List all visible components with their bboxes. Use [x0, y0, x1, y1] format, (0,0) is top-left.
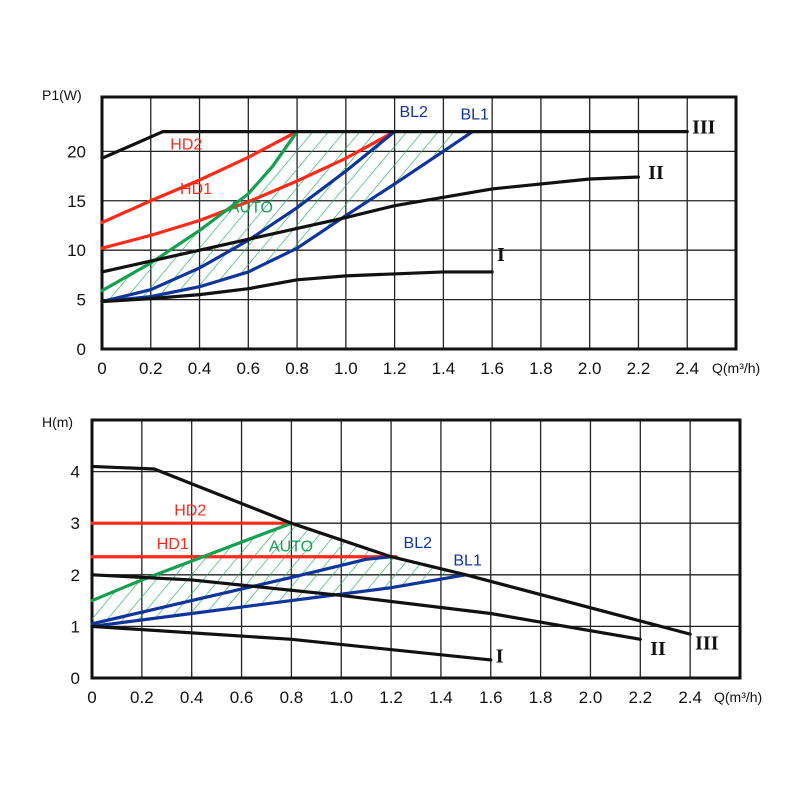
power-chart: 0 0.2 0.4 0.6 0.8 1.0 1.2 1.4 1.6 1.8 2.0 2.2 2.4 0 5 1… — [42, 87, 760, 378]
series-label-bl2: BL2 — [399, 104, 428, 121]
x-tick-label: 1.0 — [334, 359, 358, 378]
x-tick-label: 0.6 — [230, 688, 254, 707]
series-line-hd1 — [100, 129, 397, 250]
y-tick-label: 2 — [71, 566, 80, 585]
series-line-i — [90, 624, 493, 662]
x-tick-label: 0.2 — [130, 688, 154, 707]
x-tick-label: 1.8 — [529, 359, 553, 378]
x-tick-label: 0.4 — [188, 359, 212, 378]
y-axis-label: H(m) — [42, 414, 73, 430]
x-tick-label: 0.6 — [236, 359, 260, 378]
series-label-ii: II — [648, 162, 664, 184]
series-line-i — [100, 270, 494, 304]
x-tick-label: 2.0 — [579, 688, 603, 707]
x-tick-label: 1.6 — [480, 359, 504, 378]
x-tick-label: 0.4 — [180, 688, 204, 707]
series-label-hd2: HD2 — [170, 136, 202, 153]
series-line-auto — [90, 521, 293, 603]
x-tick-label: 1.6 — [479, 688, 503, 707]
x-axis-label: Q(m³/h) — [714, 689, 762, 705]
series-label-iii: III — [695, 633, 719, 655]
series-line-iii — [90, 464, 692, 636]
series-label-hd1: HD1 — [157, 536, 189, 553]
series-line-ii — [90, 573, 642, 641]
hatched-operating-area — [102, 131, 473, 302]
series-line-bl1 — [100, 129, 475, 304]
x-tick-label: 1.8 — [529, 688, 553, 707]
series-label-hd2: HD2 — [174, 502, 206, 519]
series-label-bl2: BL2 — [404, 535, 433, 552]
series-label-bl1: BL1 — [453, 553, 482, 570]
y-axis-label: P1(W) — [42, 87, 82, 103]
y-tick-label: 4 — [71, 463, 80, 482]
y-tick-label: 5 — [77, 291, 86, 310]
series-line-hd2 — [100, 129, 299, 225]
series-label-ii: II — [650, 638, 666, 660]
series-line-bl1 — [90, 573, 468, 629]
x-tick-label: 0.2 — [139, 359, 163, 378]
series-label-i: I — [497, 244, 505, 266]
series-label-bl1: BL1 — [460, 107, 489, 124]
x-tick-label: 0 — [97, 359, 106, 378]
plot-frame — [90, 418, 742, 680]
y-tick-label: 15 — [67, 192, 86, 211]
series-label-iii: III — [692, 117, 716, 139]
x-axis-label: Q(m³/h) — [712, 360, 760, 376]
series-line-bl2 — [90, 555, 393, 626]
y-tick-label: 0 — [71, 669, 80, 688]
series-label-auto: AUTO — [269, 539, 313, 556]
y-tick-label: 1 — [71, 617, 80, 636]
x-tick-label: 1.2 — [379, 688, 403, 707]
series-label-i: I — [496, 646, 504, 668]
x-tick-label: 0.8 — [285, 359, 309, 378]
x-tick-label: 2.0 — [578, 359, 602, 378]
x-tick-label: 2.4 — [675, 359, 699, 378]
series-line-iii — [100, 129, 689, 160]
x-tick-label: 1.0 — [329, 688, 353, 707]
x-tick-label: 2.2 — [627, 359, 651, 378]
head-chart: 0 0.2 0.4 0.6 0.8 1.0 1.2 1.4 1.6 1.8 2.0 2.2 2.4 0 1 2… — [42, 414, 762, 707]
y-tick-label: 20 — [67, 142, 86, 161]
x-tick-label: 1.2 — [383, 359, 407, 378]
x-tick-label: 2.2 — [628, 688, 652, 707]
x-tick-label: 1.4 — [432, 359, 456, 378]
x-tick-label: 2.4 — [678, 688, 702, 707]
y-tick-label: 3 — [71, 514, 80, 533]
x-tick-label: 0.8 — [280, 688, 304, 707]
series-label-auto: AUTO — [229, 200, 273, 217]
y-tick-label: 0 — [77, 340, 86, 359]
x-tick-label: 1.4 — [429, 688, 453, 707]
x-tick-label: 0 — [87, 688, 96, 707]
series-line-ii — [100, 175, 641, 274]
series-label-hd1: HD1 — [180, 181, 212, 198]
y-tick-label: 10 — [67, 241, 86, 260]
series-line-auto — [100, 129, 299, 293]
